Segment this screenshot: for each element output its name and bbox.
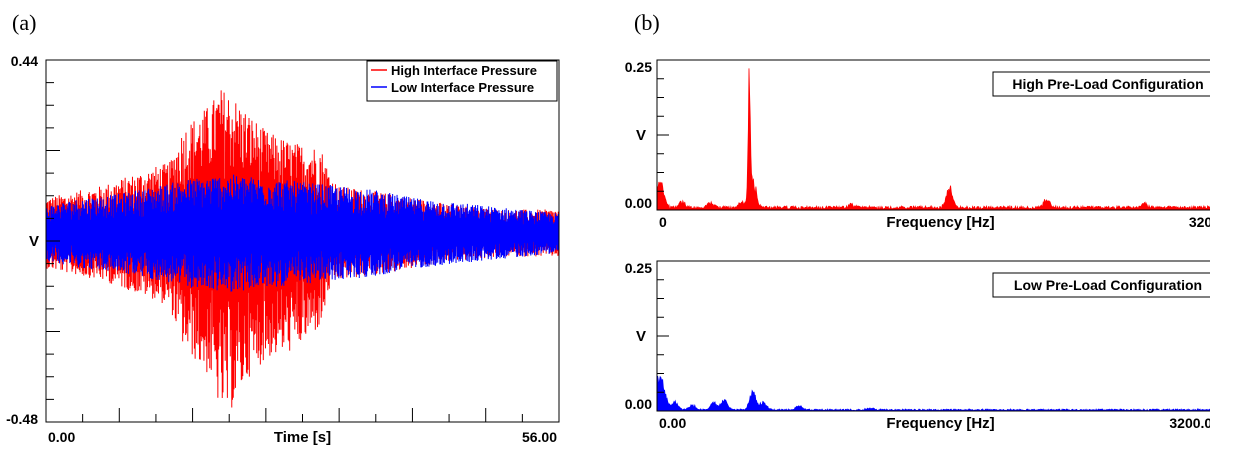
panel-label-b: (b) <box>634 10 660 35</box>
y-tick-label-bottom: -0.48 <box>6 411 38 427</box>
low-title-box <box>992 272 1210 298</box>
legend-box <box>366 60 558 102</box>
y-axis-label: V <box>29 233 39 250</box>
low-y-axis-label: V <box>636 328 646 345</box>
low-spectrum-area <box>656 375 1210 412</box>
time-domain-chart: 0.44 -0.48 0.00 56.00 Time [s] V High Interfac… <box>6 53 560 446</box>
high-y-axis-label: V <box>636 127 646 144</box>
series-line-low <box>45 174 560 292</box>
high-x-axis-label: Frequency [Hz] <box>886 214 994 231</box>
low-x-tick-label-end: 3200.00 <box>1169 415 1210 431</box>
spectrum-high-chart: 0.25 0.00 0 3200 Frequency [Hz] V High Pre-Loa… <box>625 59 1210 231</box>
high-title: High Pre-Load Configuration <box>1012 76 1203 92</box>
x-tick-label-start: 0.00 <box>48 429 75 445</box>
high-x-tick-label-start: 0 <box>659 214 667 230</box>
high-title-box <box>992 71 1210 97</box>
y-tick-label-top: 0.44 <box>11 53 38 69</box>
legend-label-0: High Interface Pressure <box>391 63 537 78</box>
low-x-tick-label-start: 0.00 <box>659 415 686 431</box>
high-spectrum-area <box>656 68 1210 211</box>
low-title: Low Pre-Load Configuration <box>1014 277 1202 293</box>
spectrum-low-chart: 0.25 0.00 0.00 3200.00 Frequency [Hz] V Low Pr… <box>625 260 1210 432</box>
high-x-tick-label-end: 3200 <box>1189 214 1210 230</box>
x-axis-label: Time [s] <box>274 429 331 446</box>
low-y-tick-label-bottom: 0.00 <box>625 396 652 412</box>
low-y-tick-label-top: 0.25 <box>625 260 652 276</box>
x-tick-label-end: 56.00 <box>522 429 557 445</box>
high-y-tick-label-top: 0.25 <box>625 59 652 75</box>
low-x-axis-label: Frequency [Hz] <box>886 415 994 432</box>
high-y-tick-label-bottom: 0.00 <box>625 195 652 211</box>
panel-label-a: (a) <box>12 10 37 35</box>
legend-label-1: Low Interface Pressure <box>391 80 534 95</box>
